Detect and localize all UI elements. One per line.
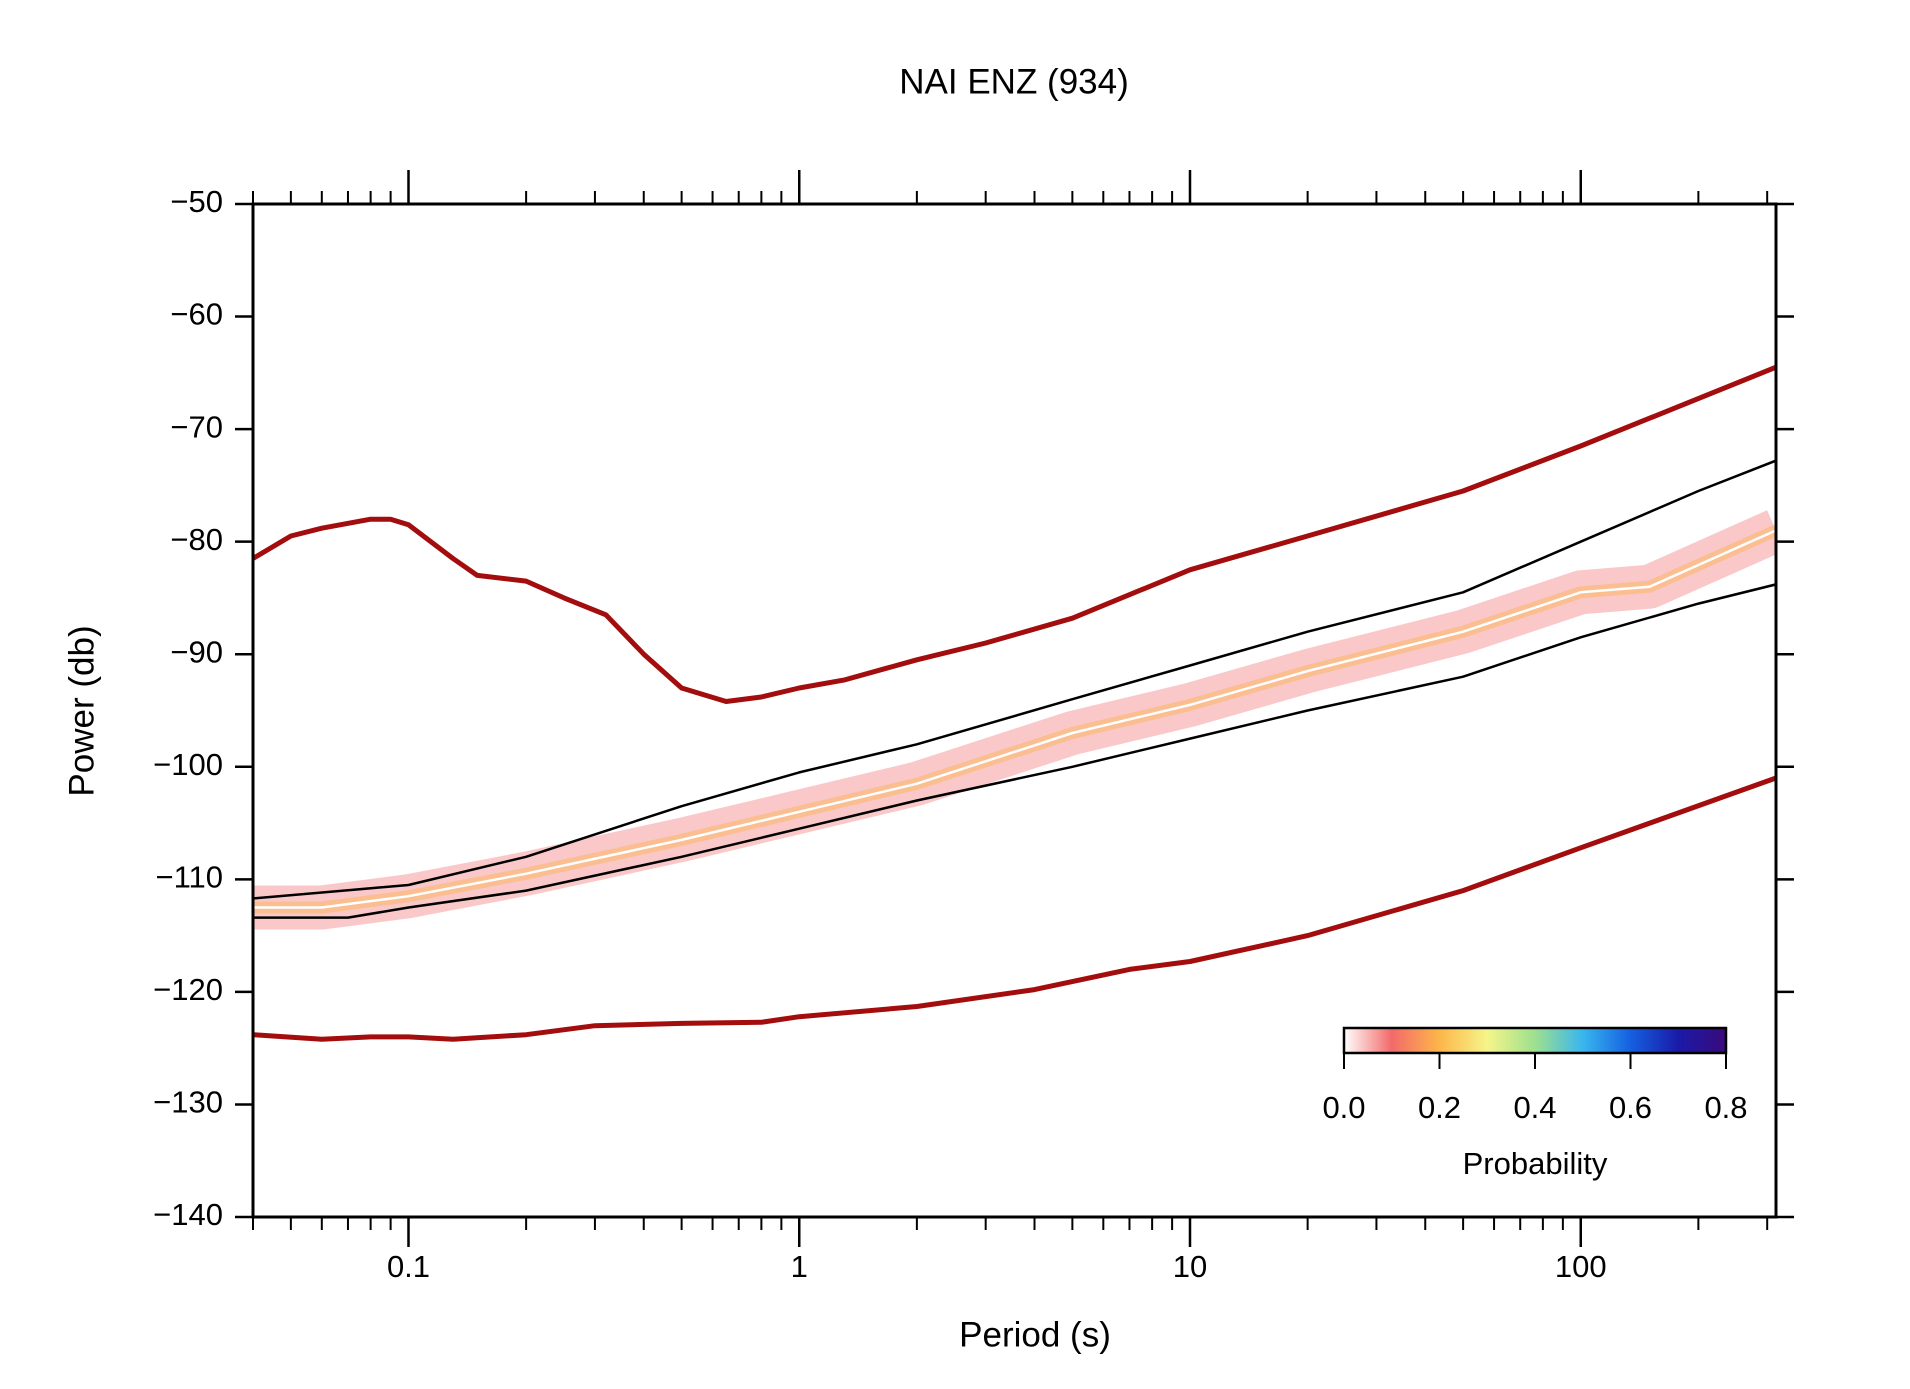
- colorbar: [1342, 1026, 1728, 1055]
- series-line: [253, 529, 1776, 909]
- y-axis-label: Power (db): [62, 625, 101, 796]
- x-tick-label: 0.1: [387, 1249, 430, 1284]
- y-tick-label: −120: [153, 972, 223, 1007]
- y-tick-label: −60: [170, 297, 223, 332]
- x-tick-label: 100: [1555, 1249, 1607, 1284]
- series-line: [253, 775, 1776, 1042]
- colorbar-tick-label: 0.8: [1704, 1090, 1747, 1125]
- plot-frame: [251, 202, 1778, 1219]
- x-axis-label: Period (s): [959, 1315, 1111, 1354]
- x-tick-label: 1: [791, 1249, 808, 1284]
- y-tick-label: −140: [153, 1197, 223, 1232]
- series-line: [253, 459, 1776, 900]
- plot-area: [253, 364, 1776, 1042]
- y-tick-label: −80: [170, 522, 223, 557]
- y-tick-label: −110: [155, 860, 223, 895]
- density-band: [253, 510, 1776, 930]
- y-tick-label: −90: [170, 634, 223, 669]
- series-line: [253, 364, 1776, 704]
- colorbar-tick-label: 0.6: [1609, 1090, 1652, 1125]
- chart-title: NAI ENZ (934): [899, 62, 1129, 101]
- y-tick-label: −50: [170, 184, 223, 219]
- colorbar-tick-label: 0.0: [1322, 1090, 1365, 1125]
- y-tick-label: −130: [153, 1085, 223, 1120]
- colorbar-tick-label: 0.4: [1513, 1090, 1556, 1125]
- colorbar-label: Probability: [1463, 1146, 1608, 1181]
- series-line: [253, 583, 1776, 919]
- y-tick-label: −100: [153, 747, 223, 782]
- x-tick-label: 10: [1173, 1249, 1207, 1284]
- y-tick-label: −70: [170, 409, 223, 444]
- colorbar-tick-label: 0.2: [1418, 1090, 1461, 1125]
